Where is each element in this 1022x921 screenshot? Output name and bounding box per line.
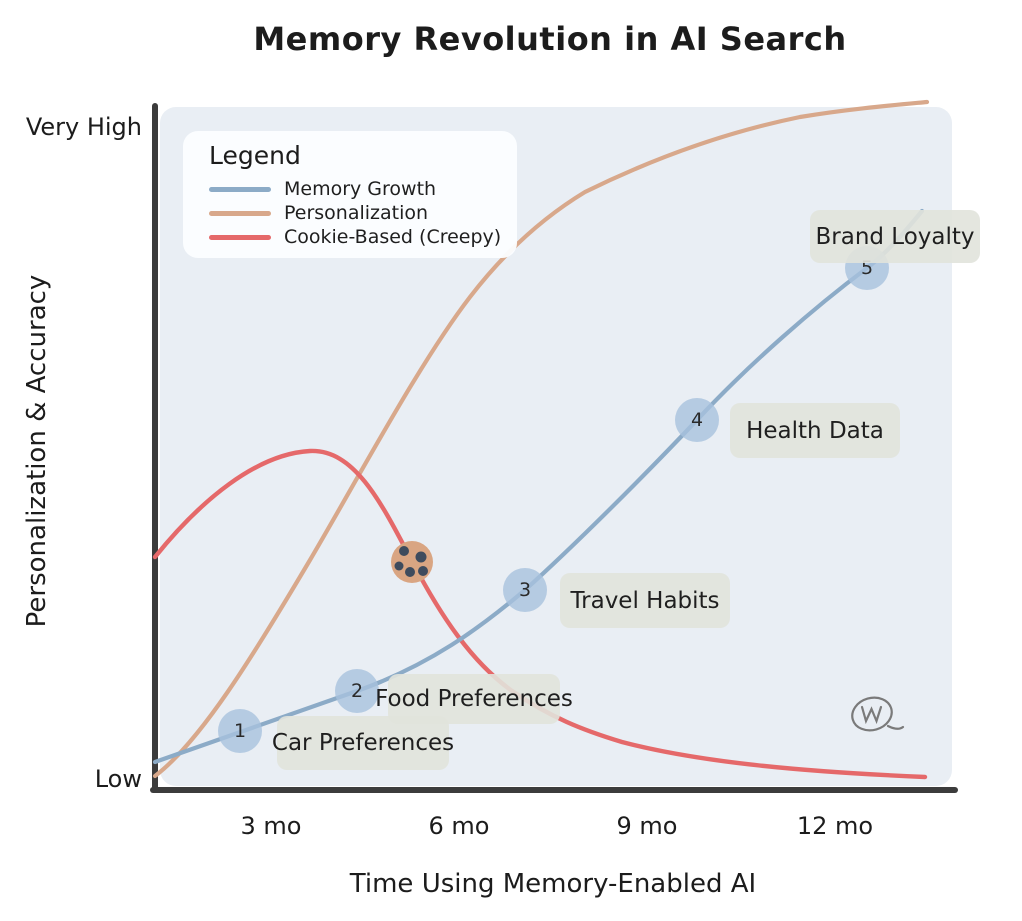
milestone-dot-3: 3	[503, 568, 547, 612]
annotation-brand-loyalty: Brand Loyalty	[810, 210, 980, 263]
personalization-line	[152, 99, 930, 779]
annotation-car-preferences: Car Preferences	[272, 716, 454, 770]
legend-item-cookie-based: Cookie-Based (Creepy)	[209, 225, 503, 249]
milestone-number: 3	[518, 579, 532, 601]
milestone-dot-2: 2	[335, 669, 379, 713]
legend-item-label: Cookie-Based (Creepy)	[284, 226, 502, 248]
cookie-based-swatch-icon	[209, 234, 271, 240]
memory-growth-swatch-icon	[209, 186, 271, 192]
annotation-label: Travel Habits	[570, 587, 720, 614]
annotation-label: Food Preferences	[375, 686, 573, 712]
annotation-label: Brand Loyalty	[815, 223, 975, 250]
annotation-travel-habits: Travel Habits	[560, 573, 730, 628]
legend-title: Legend	[209, 141, 301, 170]
milestone-number: 2	[350, 680, 364, 702]
legend-item-label: Memory Growth	[284, 178, 437, 200]
milestone-number: 4	[690, 409, 704, 431]
milestone-dot-4: 4	[675, 398, 719, 442]
legend-item-label: Personalization	[284, 202, 429, 224]
cookie-icon	[391, 541, 433, 583]
chart-title: Memory Revolution in AI Search	[253, 20, 847, 58]
x-tick-9mo: 9 mo	[616, 812, 678, 840]
annotation-food-preferences: Food Preferences	[375, 674, 573, 724]
x-axis-title: Time Using Memory-Enabled AI	[349, 869, 757, 899]
annotation-label: Car Preferences	[271, 730, 455, 756]
y-tick-very-high: Very High	[25, 113, 142, 141]
legend: Legend Memory Growth Personalization Coo…	[183, 131, 517, 258]
x-axis-line	[150, 787, 958, 793]
y-tick-low: Low	[94, 765, 142, 793]
personalization-swatch-icon	[209, 210, 271, 216]
cookie-based-line	[152, 448, 928, 780]
annotation-health-data: Health Data	[730, 403, 900, 458]
x-tick-12mo: 12 mo	[796, 812, 874, 840]
milestone-number: 1	[233, 720, 247, 742]
x-tick-3mo: 3 mo	[240, 812, 302, 840]
x-tick-6mo: 6 mo	[428, 812, 490, 840]
legend-item-personalization: Personalization	[209, 201, 503, 225]
annotation-label: Health Data	[746, 417, 884, 444]
circled-w-watermark-icon	[851, 696, 905, 732]
y-axis-line	[152, 103, 158, 793]
milestone-dot-1: 1	[218, 709, 262, 753]
legend-item-memory-growth: Memory Growth	[209, 177, 503, 201]
